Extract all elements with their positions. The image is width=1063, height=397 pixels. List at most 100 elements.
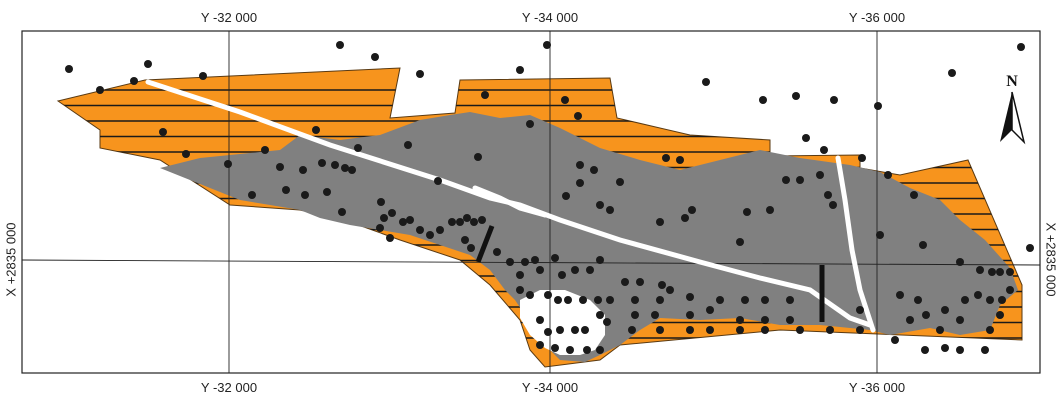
sample-point <box>526 291 534 299</box>
sample-point <box>856 326 864 334</box>
sample-point <box>956 316 964 324</box>
sample-points <box>65 41 1034 354</box>
barrier-marks <box>475 225 825 322</box>
sample-point <box>416 226 424 234</box>
sample-point <box>399 218 407 226</box>
sample-point <box>536 316 544 324</box>
sample-point <box>377 198 385 206</box>
sample-point <box>576 179 584 187</box>
sample-point <box>820 146 828 154</box>
sample-point <box>467 244 475 252</box>
sample-point <box>896 291 904 299</box>
sample-point <box>792 92 800 100</box>
sample-point <box>516 271 524 279</box>
sample-point <box>436 226 444 234</box>
sample-point <box>323 188 331 196</box>
sample-point <box>581 326 589 334</box>
sample-point <box>590 166 598 174</box>
sample-point <box>759 96 767 104</box>
sample-point <box>761 316 769 324</box>
sample-point <box>596 346 604 354</box>
sample-point <box>596 311 604 319</box>
sample-point <box>579 296 587 304</box>
sample-point <box>1006 268 1014 276</box>
grid-label-top-1: Y -32 000 <box>200 10 258 25</box>
sample-point <box>248 191 256 199</box>
sample-point <box>858 154 866 162</box>
sample-point <box>919 241 927 249</box>
sample-point <box>948 69 956 77</box>
grid-label-top-2: Y -34 000 <box>521 10 579 25</box>
sample-point <box>312 126 320 134</box>
sample-point <box>681 214 689 222</box>
sample-point <box>876 231 884 239</box>
sample-point <box>686 326 694 334</box>
sample-point <box>576 161 584 169</box>
grid-label-right: X +2835 000 <box>1043 222 1059 297</box>
sample-point <box>224 160 232 168</box>
sample-point <box>526 120 534 128</box>
sample-point <box>318 159 326 167</box>
sample-point <box>1017 43 1025 51</box>
sample-point <box>816 171 824 179</box>
sample-point <box>603 318 611 326</box>
sample-point <box>1006 286 1014 294</box>
sample-point <box>561 96 569 104</box>
sample-point <box>380 214 388 222</box>
sample-point <box>543 41 551 49</box>
sample-point <box>594 296 602 304</box>
sample-point <box>261 146 269 154</box>
grid-label-top-3: Y -36 000 <box>848 10 906 25</box>
sample-point <box>666 286 674 294</box>
sample-point <box>371 53 379 61</box>
sample-point <box>662 154 670 162</box>
sample-point <box>521 258 529 266</box>
sample-point <box>829 201 837 209</box>
sample-point <box>891 336 899 344</box>
sample-point <box>621 278 629 286</box>
sample-point <box>96 86 104 94</box>
sample-point <box>199 72 207 80</box>
sample-point <box>456 218 464 226</box>
sample-point <box>65 65 73 73</box>
sample-point <box>434 177 442 185</box>
sample-point <box>802 134 810 142</box>
sample-point <box>976 266 984 274</box>
grid-label-bottom-3: Y -36 000 <box>848 380 906 395</box>
sample-point <box>336 41 344 49</box>
sample-point <box>574 112 582 120</box>
sample-point <box>921 346 929 354</box>
sample-point <box>856 306 864 314</box>
sample-point <box>676 156 684 164</box>
sample-point <box>956 258 964 266</box>
sample-point <box>743 208 751 216</box>
sample-point <box>628 326 636 334</box>
sample-point <box>571 326 579 334</box>
sample-point <box>761 326 769 334</box>
sample-point <box>786 316 794 324</box>
sample-point <box>159 128 167 136</box>
sample-point <box>558 271 566 279</box>
sample-point <box>651 311 659 319</box>
sample-point <box>686 293 694 301</box>
sample-point <box>388 209 396 217</box>
sample-point <box>606 296 614 304</box>
sample-point <box>686 311 694 319</box>
sample-point <box>426 231 434 239</box>
sample-point <box>564 296 572 304</box>
sample-point <box>986 326 994 334</box>
sample-point <box>583 346 591 354</box>
sample-point <box>544 328 552 336</box>
sample-point <box>551 344 559 352</box>
sample-point <box>493 248 501 256</box>
sample-point <box>874 102 882 110</box>
sample-point <box>299 166 307 174</box>
sample-point <box>536 341 544 349</box>
sample-point <box>406 216 414 224</box>
sample-point <box>130 77 138 85</box>
sample-point <box>416 70 424 78</box>
sample-point <box>596 256 604 264</box>
sample-point <box>716 296 724 304</box>
sample-point <box>636 278 644 286</box>
